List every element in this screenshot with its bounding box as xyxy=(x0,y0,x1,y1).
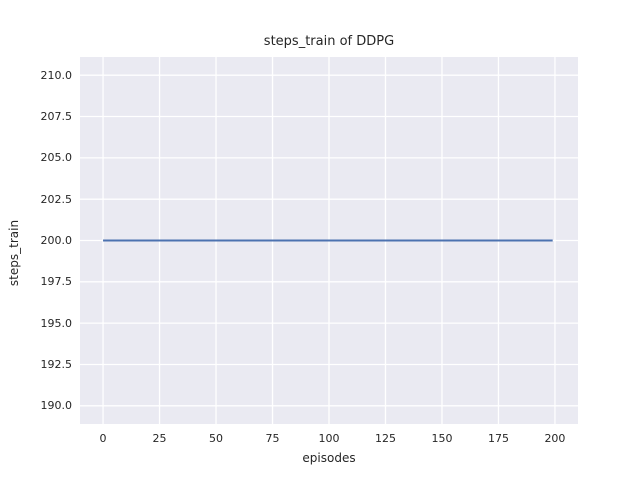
x-tick-label: 100 xyxy=(318,432,340,445)
x-tick-label: 50 xyxy=(209,432,224,445)
y-tick-label: 207.5 xyxy=(40,110,73,123)
y-tick-label: 192.5 xyxy=(40,357,73,371)
x-axis-label: episodes xyxy=(302,451,356,465)
x-tick-label: 75 xyxy=(265,432,280,445)
y-tick-label: 210.0 xyxy=(40,68,73,82)
plot-area xyxy=(80,57,578,424)
x-tick-label: 200 xyxy=(544,432,566,445)
chart-canvas xyxy=(80,57,578,424)
x-tick-label: 125 xyxy=(374,432,396,445)
x-tick-label: 175 xyxy=(487,432,509,445)
y-tick-label: 202.5 xyxy=(40,192,73,206)
chart-title: steps_train of DDPG xyxy=(263,34,395,49)
y-tick-label: 195.0 xyxy=(40,316,73,330)
y-tick-label: 190.0 xyxy=(40,399,73,413)
x-tick-label: 25 xyxy=(152,432,167,445)
x-tick-label: 0 xyxy=(99,432,107,445)
y-tick-label: 200.0 xyxy=(40,234,73,247)
x-tick-label: 150 xyxy=(431,432,453,445)
y-tick-label: 205.0 xyxy=(40,151,73,165)
y-tick-label: 197.5 xyxy=(40,275,73,289)
